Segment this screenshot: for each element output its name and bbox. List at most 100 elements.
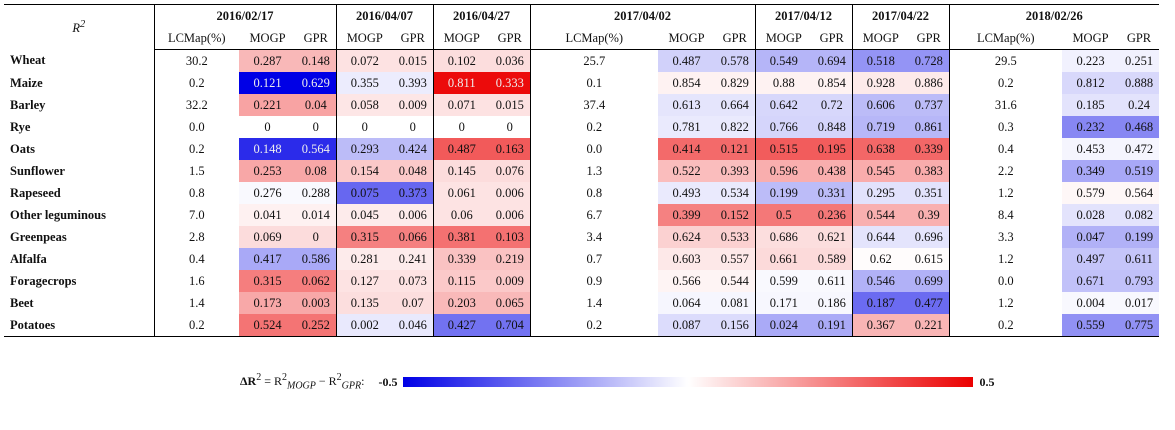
colorbar-label: ΔR2 = R2MOGP − R2GPR: (240, 372, 364, 391)
score-cell: 0.156 (715, 314, 755, 337)
score-cell: 0.719 (851, 116, 909, 138)
row: Potatoes 0.2 0.524 0.252 0.002 0.046 0.427 0.70… (4, 314, 1159, 337)
row: Rapeseed 0.8 0.276 0.288 0.075 0.373 0.061 0.00… (4, 182, 1159, 204)
lcmap-cell: 0.8 (529, 182, 658, 204)
score-cell: 0.072 (335, 49, 393, 72)
score-cell: 0.173 (239, 292, 296, 314)
score-cell: 0.472 (1119, 138, 1159, 160)
score-cell: 0.39 (909, 204, 949, 226)
column-header: MOGP (851, 27, 909, 50)
row-label: Oats (10, 141, 35, 156)
score-cell: 0.121 (715, 138, 755, 160)
score-cell: 0.393 (393, 72, 433, 94)
label-part: ΔR (240, 374, 257, 389)
score-cell: 0.686 (754, 226, 812, 248)
row-label: Other leguminous (10, 207, 106, 222)
colorbar: ΔR2 = R2MOGP − R2GPR: -0.5 0.5 (240, 372, 1000, 391)
score-cell: 0.704 (490, 314, 530, 337)
score-cell: 0.199 (754, 182, 812, 204)
score-cell: 0 (393, 116, 433, 138)
score-cell: 0.145 (432, 160, 490, 182)
lcmap-cell: 0.2 (153, 138, 239, 160)
score-cell: 0.603 (658, 248, 715, 270)
score-cell: 0.524 (239, 314, 296, 337)
score-cell: 0.349 (1062, 160, 1119, 182)
score-cell: 0.549 (754, 49, 812, 72)
score-cell: 0.737 (909, 94, 949, 116)
score-cell: 0.424 (393, 138, 433, 160)
lcmap-cell: 29.5 (948, 49, 1062, 72)
score-cell: 0.06 (432, 204, 490, 226)
label-part: GPR (341, 380, 362, 392)
score-cell: 0.07 (393, 292, 433, 314)
lcmap-cell: 0.2 (948, 314, 1062, 337)
score-cell: 0.187 (851, 292, 909, 314)
label-part: 2 (256, 372, 262, 384)
score-cell: 0.621 (812, 226, 852, 248)
score-cell: 0.281 (335, 248, 393, 270)
score-cell: 0.186 (812, 292, 852, 314)
row-label: Rye (10, 119, 31, 134)
lcmap-cell: 0.4 (948, 138, 1062, 160)
score-cell: 0.351 (909, 182, 949, 204)
date-header: 2018/02/26 (948, 4, 1159, 27)
column-header: MOGP (432, 27, 490, 50)
lcmap-cell: 2.2 (948, 160, 1062, 182)
score-cell: 0.854 (812, 72, 852, 94)
score-cell: 0.036 (490, 49, 530, 72)
score-cell: 0.015 (490, 94, 530, 116)
score-cell: 0.629 (296, 72, 336, 94)
score-cell: 0.848 (812, 116, 852, 138)
date-header: 2017/04/02 (529, 4, 755, 27)
lcmap-cell: 0.0 (153, 116, 239, 138)
date-header: 2016/02/17 (153, 4, 336, 27)
score-cell: 0.048 (393, 160, 433, 182)
column-header: GPR (490, 27, 530, 50)
corner-sup: 2 (79, 18, 86, 30)
score-cell: 0 (296, 116, 336, 138)
score-cell: 0.103 (490, 226, 530, 248)
score-cell: 0.438 (812, 160, 852, 182)
score-cell: 0.295 (851, 182, 909, 204)
score-cell: 0.399 (658, 204, 715, 226)
score-cell: 0.62 (851, 248, 909, 270)
score-cell: 0.115 (432, 270, 490, 292)
row-label: Sunflower (10, 163, 65, 178)
score-cell: 0.606 (851, 94, 909, 116)
score-cell: 0.664 (715, 94, 755, 116)
score-cell: 0.487 (658, 49, 715, 72)
score-cell: 0 (296, 226, 336, 248)
score-cell: 0.696 (909, 226, 949, 248)
score-cell: 0.148 (239, 138, 296, 160)
score-cell: 0.468 (1119, 116, 1159, 138)
score-cell: 0.009 (490, 270, 530, 292)
column-header: GPR (393, 27, 433, 50)
score-cell: 0.566 (658, 270, 715, 292)
score-cell: 0.223 (1062, 49, 1119, 72)
score-cell: 0 (490, 116, 530, 138)
score-cell: 0 (239, 116, 296, 138)
score-cell: 0.822 (715, 116, 755, 138)
score-cell: 0.015 (393, 49, 433, 72)
score-cell: 0.171 (754, 292, 812, 314)
score-cell: 0.493 (658, 182, 715, 204)
score-cell: 0.888 (1119, 72, 1159, 94)
lcmap-cell: 6.7 (529, 204, 658, 226)
score-cell: 0.045 (335, 204, 393, 226)
score-cell: 0.006 (490, 182, 530, 204)
score-cell: 0.339 (909, 138, 949, 160)
score-cell: 0.287 (239, 49, 296, 72)
score-cell: 0.793 (1119, 270, 1159, 292)
lcmap-cell: 8.4 (948, 204, 1062, 226)
row: Rye 0.0 0 0 0 0 0 0 0.2 0.781 0.822 0.766 0.848 0.719… (4, 116, 1159, 138)
score-cell: 0.534 (715, 182, 755, 204)
score-cell: 0.596 (754, 160, 812, 182)
score-cell: 0.589 (812, 248, 852, 270)
lcmap-cell: 32.2 (153, 94, 239, 116)
row: Beet 1.4 0.173 0.003 0.135 0.07 0.203 0.065 1.4 0… (4, 292, 1159, 314)
score-cell: 0.383 (909, 160, 949, 182)
score-cell: 0.073 (393, 270, 433, 292)
score-cell: 0.221 (909, 314, 949, 337)
score-cell: 0.564 (296, 138, 336, 160)
row-label: Maize (10, 75, 43, 90)
